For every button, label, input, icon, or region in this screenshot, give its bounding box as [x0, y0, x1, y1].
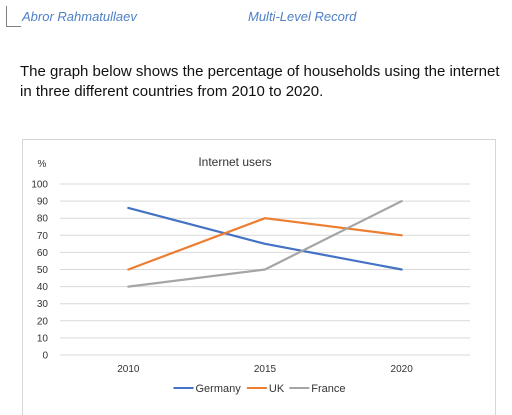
y-tick-label: 10 [37, 333, 49, 344]
y-tick-label: 40 [37, 282, 49, 293]
y-tick-label: 80 [37, 214, 49, 225]
line-chart: 0 10 20 30 40 50 60 70 80 90 100 2010 2015 2020 Inter… [31, 155, 470, 395]
series-layer [127, 200, 403, 288]
x-tick-label: 2020 [391, 364, 414, 375]
y-tick-label: 100 [31, 180, 48, 191]
record-title: Multi-Level Record [248, 9, 357, 24]
y-tick-label: 30 [37, 299, 49, 310]
x-tick-label: 2010 [117, 364, 140, 375]
legend-label-france: France [311, 383, 345, 395]
y-axis-label: % [38, 159, 47, 170]
y-tick-label: 0 [42, 351, 48, 362]
y-tick-label: 90 [37, 197, 49, 208]
chart-frame [22, 139, 496, 415]
series-line-france [127, 200, 403, 288]
task-description: The graph below shows the percentage of … [20, 63, 500, 100]
y-tick-label: 50 [37, 265, 49, 276]
tick-layer: 0 10 20 30 40 50 60 70 80 90 100 2010 2015 2020 [31, 180, 413, 376]
y-tick-label: 20 [37, 316, 49, 327]
x-tick-label: 2015 [254, 364, 277, 375]
series-line-uk [127, 217, 403, 271]
y-tick-label: 60 [37, 248, 49, 259]
y-tick-label: 70 [37, 231, 49, 242]
legend-label-uk: UK [269, 383, 285, 395]
legend: Germany UK France [173, 383, 346, 395]
chart-title: Internet users [198, 155, 271, 169]
author-name: Abror Rahmatullaev [22, 9, 137, 24]
header-corner-mark [6, 6, 21, 27]
series-line-germany [127, 206, 403, 271]
legend-label-germany: Germany [196, 383, 242, 395]
